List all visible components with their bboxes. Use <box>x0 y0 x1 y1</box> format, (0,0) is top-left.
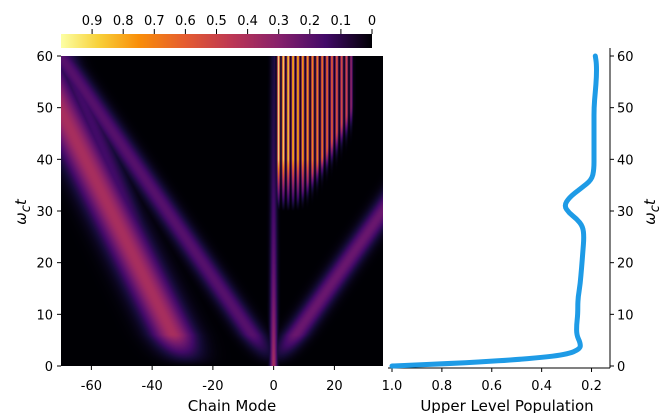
heatmap-y-tick-label: 0 <box>45 360 53 375</box>
colorbar-gradient <box>61 34 372 48</box>
population-x-tick-label: 0.4 <box>531 379 552 394</box>
heatmap-y-ticks: 0 10 20 30 40 50 60 <box>36 50 61 375</box>
population-x-label: Upper Level Population <box>420 397 593 413</box>
population-panel: 1.0 0.8 0.6 0.4 0.2 0 10 20 30 40 50 60 Upper Leve… <box>382 48 663 413</box>
colorbar-tick-label: 0.1 <box>331 14 352 29</box>
heatmap-x-tick-label: -20 <box>202 379 223 394</box>
heatmap-image <box>61 56 383 366</box>
colorbar-tick-label: 0.3 <box>268 14 289 29</box>
population-x-tick-label: 0.8 <box>432 379 453 394</box>
colorbar-tick-label: 0.2 <box>299 14 320 29</box>
population-y-label: ωct <box>641 198 663 225</box>
heatmap-x-label: Chain Mode <box>188 397 276 413</box>
colorbar-ticks: 0.9 0.8 0.7 0.6 0.5 0.4 0.3 0.2 0.1 0 <box>82 14 376 34</box>
colorbar-tick-label: 0.7 <box>144 14 165 29</box>
population-y-tick-label: 10 <box>617 308 634 323</box>
population-y-tick-label: 40 <box>617 153 634 168</box>
population-x-ticks: 1.0 0.8 0.6 0.4 0.2 <box>382 368 602 394</box>
heatmap-x-tick-label: -40 <box>142 379 163 394</box>
population-x-tick-label: 0.6 <box>481 379 502 394</box>
population-y-tick-label: 50 <box>617 102 634 117</box>
colorbar-tick-label: 0.4 <box>237 14 258 29</box>
heatmap-x-tick-label: 20 <box>326 379 343 394</box>
heatmap-y-tick-label: 30 <box>36 205 53 220</box>
population-y-tick-label: 60 <box>617 50 634 65</box>
heatmap-y-label: ωct <box>12 198 34 225</box>
colorbar-tick-label: 0.8 <box>113 14 134 29</box>
heatmap-y-tick-label: 10 <box>36 308 53 323</box>
heatmap-panel: -60 -40 -20 0 20 0 10 20 30 40 50 60 Chain Mode ωc… <box>12 50 383 413</box>
colorbar-tick-label: 0.5 <box>206 14 227 29</box>
population-series-line <box>389 53 599 369</box>
heatmap-y-tick-label: 40 <box>36 153 53 168</box>
population-y-tick-label: 30 <box>617 205 634 220</box>
colorbar: 0.9 0.8 0.7 0.6 0.5 0.4 0.3 0.2 0.1 0 <box>61 14 376 48</box>
colorbar-tick-label: 0.9 <box>82 14 103 29</box>
heatmap-x-ticks: -60 -40 -20 0 20 <box>81 366 343 394</box>
heatmap-y-tick-label: 60 <box>36 50 53 65</box>
population-y-tick-label: 0 <box>617 360 625 375</box>
heatmap-y-tick-label: 20 <box>36 257 53 272</box>
colorbar-tick-label: 0 <box>368 14 376 29</box>
colorbar-tick-label: 0.6 <box>175 14 196 29</box>
population-y-ticks: 0 10 20 30 40 50 60 <box>610 50 634 375</box>
population-x-tick-label: 1.0 <box>382 379 403 394</box>
heatmap-x-tick-label: -60 <box>81 379 102 394</box>
population-y-tick-label: 20 <box>617 257 634 272</box>
heatmap-x-tick-label: 0 <box>270 379 278 394</box>
population-x-tick-label: 0.2 <box>581 379 602 394</box>
heatmap-y-tick-label: 50 <box>36 102 53 117</box>
